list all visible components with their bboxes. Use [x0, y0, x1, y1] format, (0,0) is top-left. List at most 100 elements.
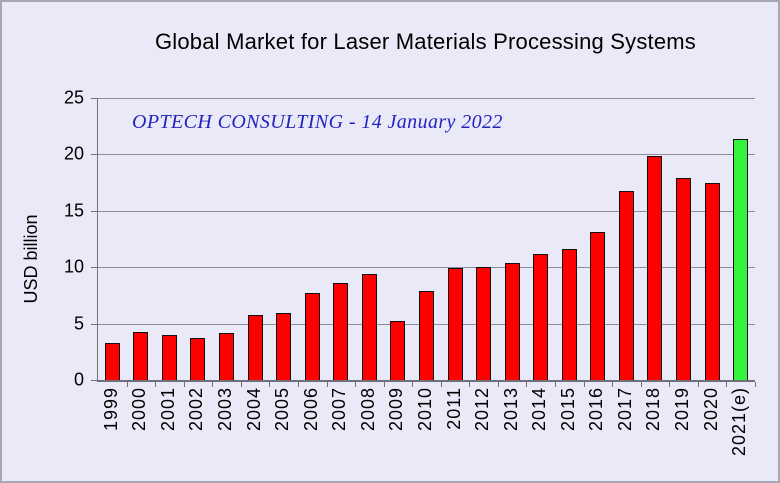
x-tick-label-2004: 2004: [243, 387, 264, 432]
x-tick-label-2017: 2017: [614, 387, 635, 432]
x-label-slot-2000: 2000: [126, 387, 155, 481]
x-tick-label-2018: 2018: [643, 387, 664, 432]
x-tick-1: [126, 382, 128, 387]
x-label-slot-2008: 2008: [354, 387, 383, 481]
x-label-slot-2003: 2003: [211, 387, 240, 481]
x-label-slot-2018: 2018: [640, 387, 669, 481]
x-tick-17: [583, 382, 585, 387]
y-tick-label-15: 15: [63, 200, 84, 221]
x-tick-label-2000: 2000: [129, 387, 150, 432]
bar-slot-2002: [184, 98, 213, 380]
x-tick-16: [555, 382, 557, 387]
bar-slot-2006: [298, 98, 327, 380]
bar-2007: [333, 283, 349, 380]
bar-slot-2007: [327, 98, 356, 380]
bar-slot-2019: [669, 98, 698, 380]
bar-2012: [476, 267, 492, 380]
gridline-10: [98, 267, 755, 269]
x-label-slot-2001: 2001: [154, 387, 183, 481]
x-tick-3: [183, 382, 185, 387]
x-tick-label-2009: 2009: [386, 387, 407, 432]
x-tick-label-2007: 2007: [329, 387, 350, 432]
x-axis-tick-labels: 1999 2000 2001 2002 2003 2004 2005 2006 2007 2008…: [97, 387, 754, 481]
gridline-20: [98, 154, 755, 156]
gridline-15: [98, 210, 755, 212]
bar-2009: [390, 321, 406, 380]
bar-slot-2010: [412, 98, 441, 380]
x-tick-20: [669, 382, 671, 387]
bar-2014: [533, 253, 549, 380]
x-label-slot-2013: 2013: [497, 387, 526, 481]
bar-slot-1999: [98, 98, 127, 380]
y-tick-label-25: 25: [63, 87, 84, 108]
chart-title: Global Market for Laser Materials Proces…: [154, 29, 697, 54]
x-tick-15: [526, 382, 528, 387]
bar-2003: [219, 332, 235, 380]
bar-slot-2013: [498, 98, 527, 380]
bar-1999: [104, 342, 120, 380]
bar-2016: [590, 232, 606, 380]
x-tick-label-2003: 2003: [215, 387, 236, 432]
x-tick-label-2002: 2002: [186, 387, 207, 432]
x-tick-9: [355, 382, 357, 387]
x-tick-label-2016: 2016: [586, 387, 607, 432]
y-tick-5: [91, 323, 98, 325]
x-tick-label-2020: 2020: [700, 387, 721, 432]
x-label-slot-2011: 2011: [440, 387, 469, 481]
bar-2004: [247, 314, 263, 380]
x-label-slot-2010: 2010: [411, 387, 440, 481]
y-tick-0: [91, 380, 98, 381]
x-tick-7: [297, 382, 299, 387]
y-tick-20: [91, 154, 98, 156]
x-tick-21: [697, 382, 699, 387]
bar-slot-2021(e): [726, 98, 755, 380]
y-tick-15: [91, 210, 98, 212]
x-tick-8: [326, 382, 328, 387]
bar-slot-2004: [241, 98, 270, 380]
x-tick-23: [755, 382, 756, 387]
y-tick-label-20: 20: [63, 143, 84, 164]
bar-2006: [304, 293, 320, 380]
x-tick-12: [440, 382, 442, 387]
bar-slot-2008: [355, 98, 384, 380]
x-tick-label-2013: 2013: [500, 387, 521, 432]
annotation-text: OPTECH CONSULTING - 14 January 2022: [132, 111, 503, 133]
x-tick-4: [212, 382, 214, 387]
y-tick-label-5: 5: [73, 313, 84, 334]
bar-2021(e): [733, 138, 749, 380]
bar-slot-2009: [384, 98, 413, 380]
bar-2000: [133, 331, 149, 380]
bar-slot-2001: [155, 98, 184, 380]
x-tick-label-2005: 2005: [272, 387, 293, 432]
x-label-slot-2021(e): 2021(e): [725, 387, 754, 481]
bar-2015: [561, 249, 577, 380]
x-tick-6: [269, 382, 271, 387]
bar-2001: [161, 334, 177, 380]
bar-2017: [618, 190, 634, 380]
x-label-slot-2015: 2015: [554, 387, 583, 481]
bar-slot-2016: [584, 98, 613, 380]
x-label-slot-2007: 2007: [326, 387, 355, 481]
bar-2019: [676, 178, 692, 380]
x-tick-label-2021(e): 2021(e): [729, 387, 750, 457]
y-axis-tick-labels: 0 5 10 15 20 25: [40, 88, 84, 390]
bar-slot-2003: [212, 98, 241, 380]
x-label-slot-2004: 2004: [240, 387, 269, 481]
x-tick-18: [612, 382, 614, 387]
x-label-slot-2014: 2014: [525, 387, 554, 481]
y-tick-label-10: 10: [63, 256, 84, 277]
bar-2010: [418, 290, 434, 380]
x-tick-label-2011: 2011: [443, 387, 464, 430]
x-tick-11: [412, 382, 414, 387]
bar-2013: [504, 262, 520, 380]
y-tick-25: [91, 98, 98, 99]
x-tick-label-2001: 2001: [157, 387, 178, 432]
x-tick-label-2008: 2008: [357, 387, 378, 432]
x-tick-label-2006: 2006: [300, 387, 321, 432]
bar-2011: [447, 268, 463, 380]
x-tick-5: [240, 382, 242, 387]
x-label-slot-2019: 2019: [668, 387, 697, 481]
bar-slot-2014: [526, 98, 555, 380]
x-tick-label-2014: 2014: [529, 387, 550, 432]
